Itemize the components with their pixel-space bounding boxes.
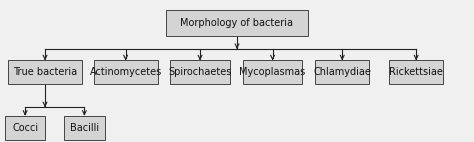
Text: Morphology of bacteria: Morphology of bacteria — [181, 18, 293, 28]
Text: Bacilli: Bacilli — [70, 123, 99, 133]
FancyBboxPatch shape — [170, 60, 229, 84]
FancyBboxPatch shape — [315, 60, 370, 84]
FancyBboxPatch shape — [389, 60, 444, 84]
FancyBboxPatch shape — [64, 116, 104, 140]
Text: Cocci: Cocci — [12, 123, 38, 133]
Text: Mycoplasmas: Mycoplasmas — [239, 67, 306, 77]
FancyBboxPatch shape — [166, 10, 308, 36]
Text: Spirochaetes: Spirochaetes — [168, 67, 232, 77]
Text: Actinomycetes: Actinomycetes — [90, 67, 162, 77]
Text: Chlamydiae: Chlamydiae — [313, 67, 371, 77]
Text: True bacteria: True bacteria — [13, 67, 77, 77]
FancyBboxPatch shape — [8, 60, 82, 84]
Text: Rickettsiae: Rickettsiae — [389, 67, 443, 77]
FancyBboxPatch shape — [5, 116, 46, 140]
FancyBboxPatch shape — [94, 60, 157, 84]
FancyBboxPatch shape — [243, 60, 302, 84]
